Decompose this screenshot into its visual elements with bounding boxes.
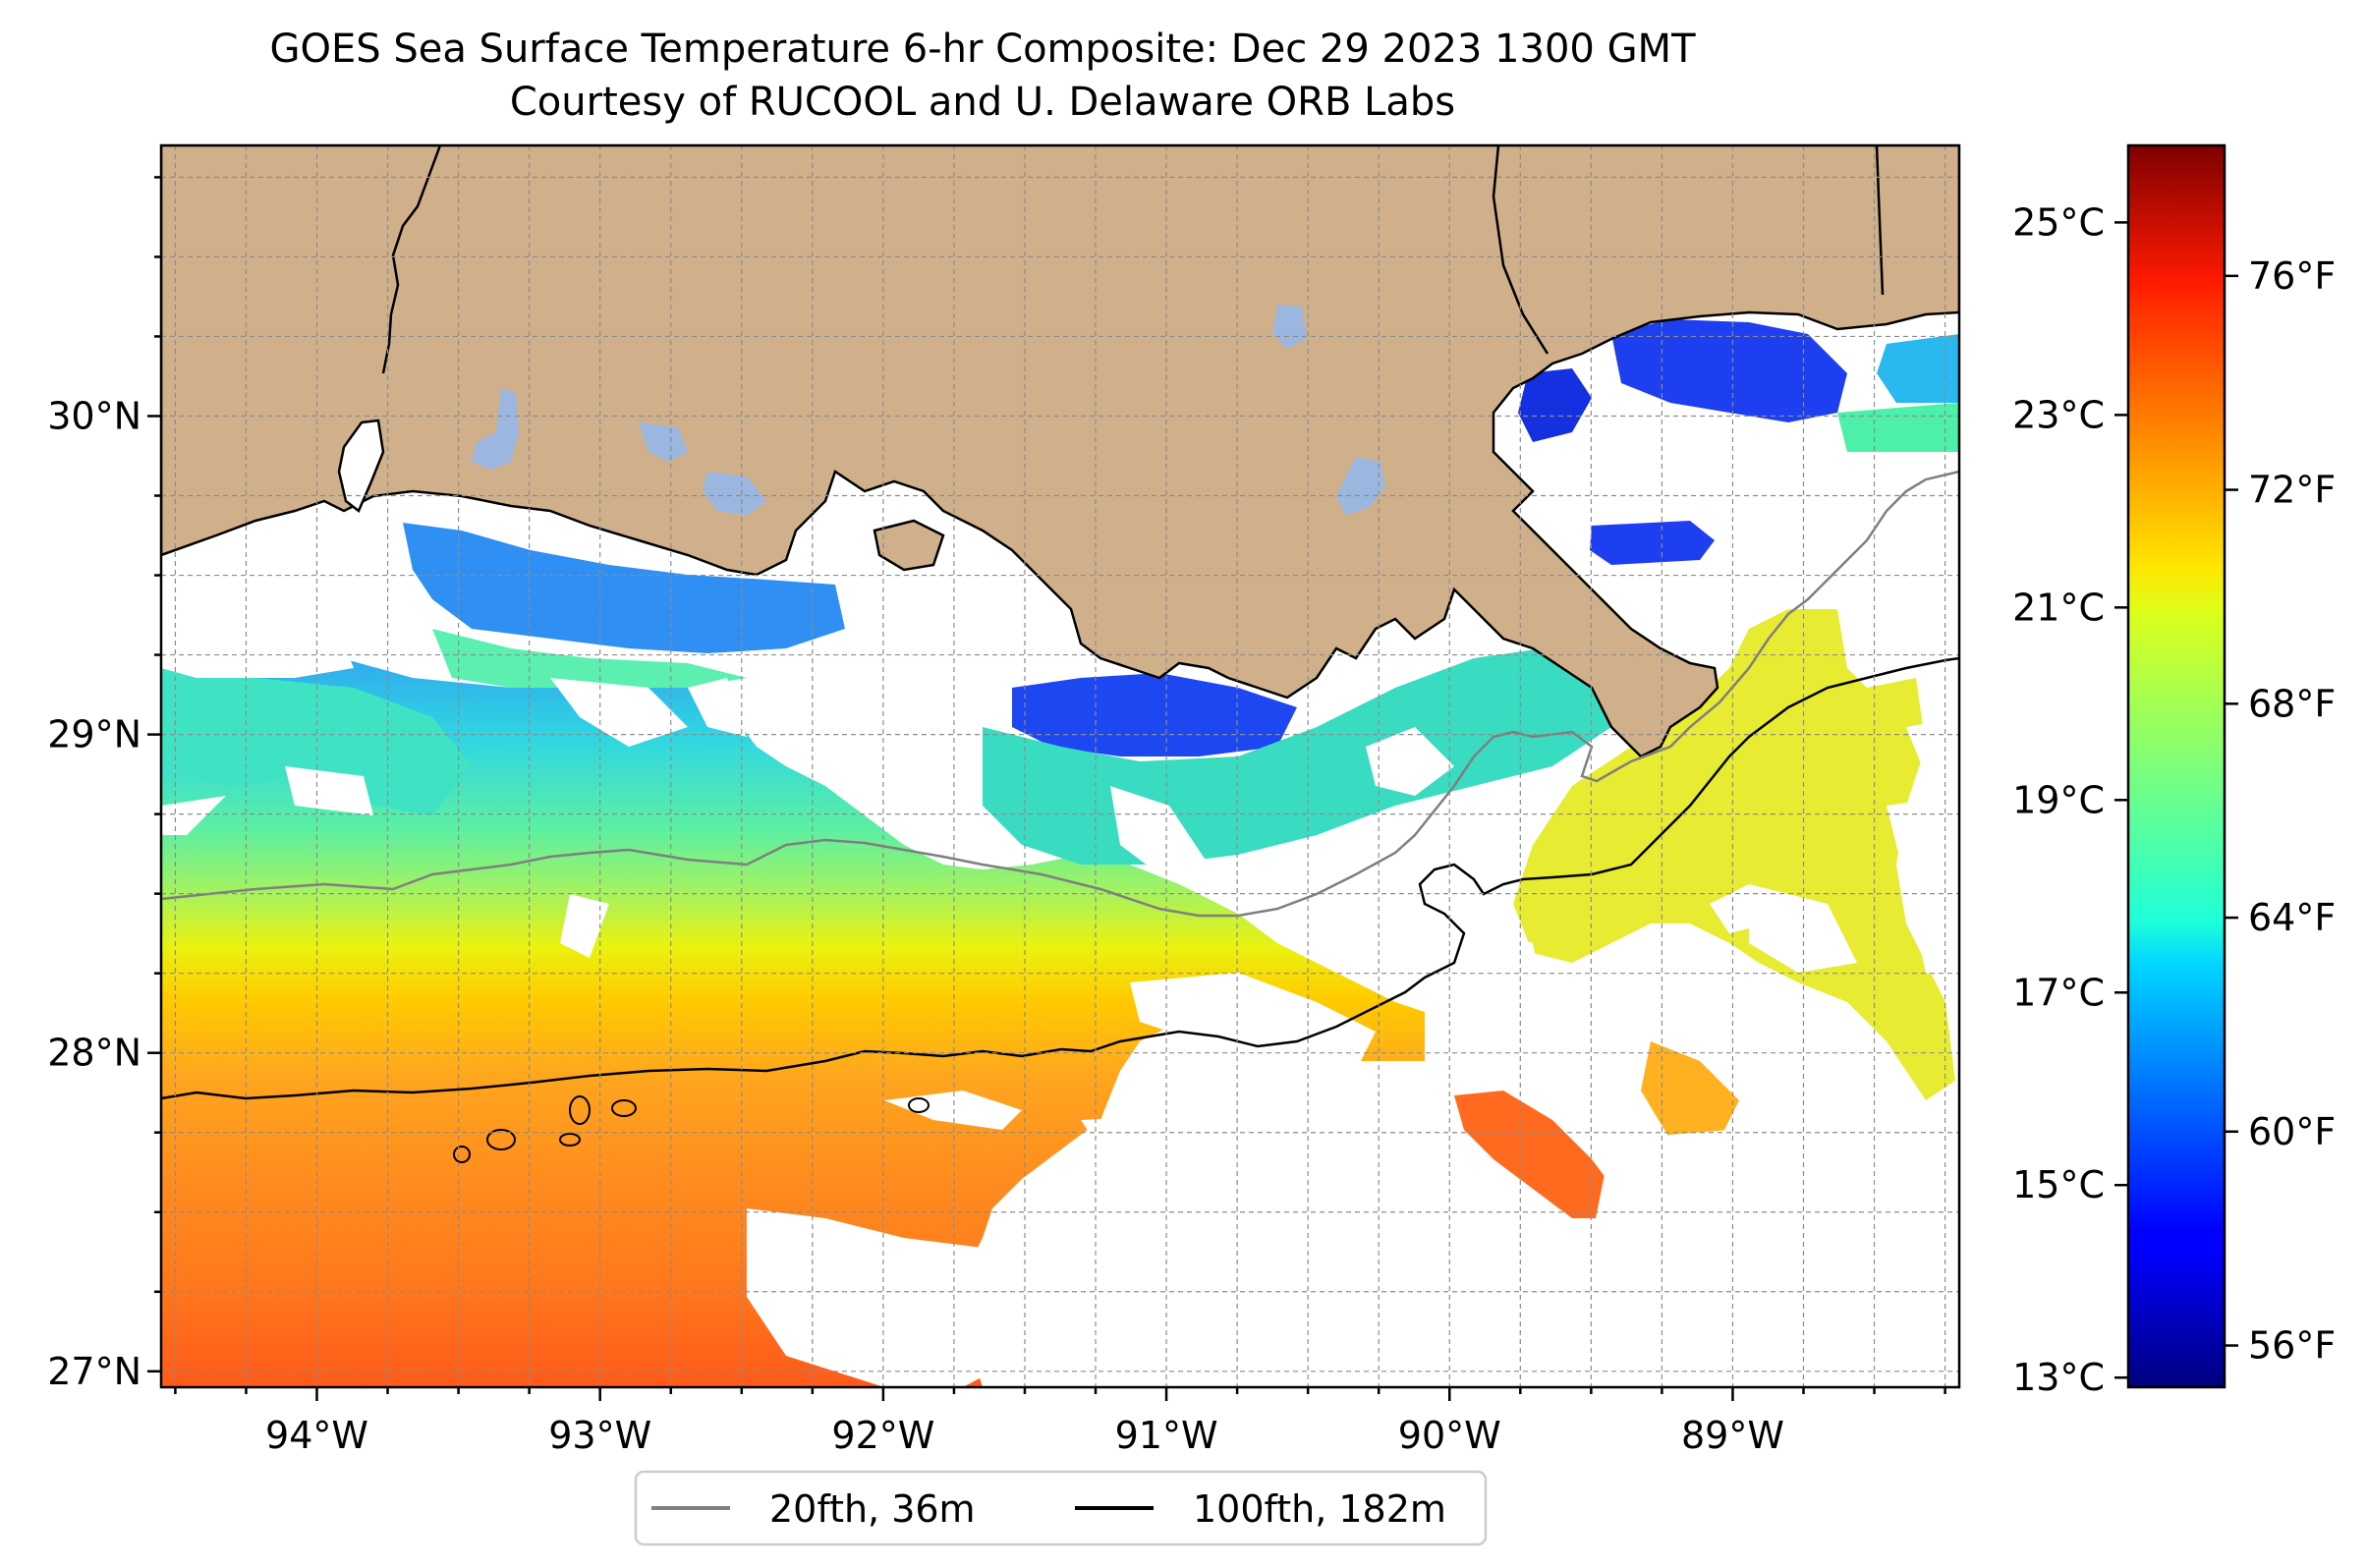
colorbar-label-f: 76°F	[2248, 254, 2336, 298]
gap-18	[1877, 462, 1959, 550]
gap-6	[560, 894, 609, 958]
gap-9	[285, 766, 373, 815]
gridlines	[161, 145, 1959, 1387]
bank-6	[908, 1097, 930, 1113]
x-tick-label: 89°W	[1681, 1414, 1784, 1457]
gap-3	[1081, 1110, 1493, 1387]
y-tick-label: 30°N	[47, 394, 141, 437]
isobath-20fth	[161, 470, 1959, 918]
x-tick-label: 94°W	[265, 1414, 368, 1457]
gap-2	[747, 1208, 1061, 1387]
map-area	[161, 145, 1959, 1387]
sst-offshore-warm	[161, 653, 1425, 1387]
colorbar-label-f: 64°F	[2248, 896, 2336, 939]
legend: 20fth, 36m 100fth, 182m	[634, 1470, 1488, 1546]
legend-box	[634, 1470, 1488, 1546]
gap-19	[1906, 717, 1959, 776]
lake-maurepas	[1272, 305, 1307, 349]
y-tick-label: 29°N	[47, 713, 141, 756]
colorbar-scale	[2126, 143, 2226, 1389]
x-tick-label: 92°W	[831, 1414, 934, 1457]
colorbar-label-f: 72°F	[2248, 469, 2336, 512]
gap-4	[1552, 1130, 1959, 1387]
map-title: GOES Sea Surface Temperature 6-hr Compos…	[269, 27, 1696, 72]
gap-5	[1474, 924, 1543, 992]
colorbar-label-f: 60°F	[2248, 1110, 2336, 1153]
y-tick-label: 28°N	[47, 1032, 141, 1075]
colorbar-label-c: 21°C	[2012, 586, 2105, 629]
x-tick-label: 93°W	[548, 1414, 651, 1457]
gap-1	[1130, 973, 1376, 1071]
gap-11	[550, 678, 688, 747]
gap-8	[161, 604, 354, 678]
colorbar: 13°C 15°C 17°C 19°C 21°C 23°C 25°C 56°F 60°F 64°F…	[2012, 143, 2336, 1399]
colorbar-ticks: 13°C 15°C 17°C 19°C 21°C 23°C 25°C 56°F 60°F 64°F…	[2012, 200, 2336, 1399]
state-boundary	[381, 145, 1885, 374]
gap-23	[884, 1091, 1022, 1130]
land-marsh-island	[873, 519, 945, 572]
sst-east-orange	[1641, 1041, 1739, 1140]
gap-10	[161, 796, 226, 835]
colorbar-label-f: 68°F	[2248, 682, 2336, 725]
sst-northeast-green	[1837, 403, 1959, 452]
gap-20	[1887, 796, 1959, 982]
map-frame	[159, 143, 1961, 1389]
sst-inshore-west	[403, 523, 845, 653]
colorbar-label-c: 13°C	[2012, 1356, 2105, 1399]
colorbar-label-c: 25°C	[2012, 200, 2105, 244]
grand-lake	[639, 422, 688, 462]
colorbar-label-c: 19°C	[2012, 778, 2105, 821]
bank-3	[611, 1099, 637, 1117]
legend-label-20fth: 20fth, 36m	[769, 1487, 976, 1531]
x-tick-label: 90°W	[1398, 1414, 1501, 1457]
sst-central-plume	[1012, 673, 1297, 756]
bank-2	[569, 1095, 591, 1125]
sst-northeast-blue	[1611, 319, 1847, 422]
bank-5	[559, 1133, 581, 1147]
banks-contours	[453, 1095, 930, 1163]
gap-22	[1356, 1061, 1435, 1100]
lake-salvador	[1336, 457, 1385, 516]
inland-water	[472, 305, 1385, 516]
bank-1	[486, 1129, 516, 1150]
gap-16	[1631, 432, 1769, 521]
isobath-100fth	[161, 656, 1959, 1100]
map-subtitle: Courtesy of RUCOOL and U. Delaware ORB L…	[509, 80, 1456, 125]
gap-21	[1710, 884, 1769, 933]
sst-chandeleur-sound	[1590, 521, 1715, 565]
sst-lake-borgne	[1518, 368, 1592, 442]
colorbar-label-f: 56°F	[2248, 1324, 2336, 1368]
legend-label-100fth: 100fth, 182m	[1193, 1487, 1446, 1531]
colorbar-label-c: 23°C	[2012, 393, 2105, 436]
colorbar-label-c: 15°C	[2012, 1163, 2105, 1206]
calcasieu-lake	[472, 388, 519, 470]
gap-14	[1366, 727, 1454, 796]
sabine-lake	[337, 419, 385, 513]
gap-12	[688, 678, 747, 737]
y-tick-label: 27°N	[47, 1350, 141, 1393]
sst-northeast-teal	[1877, 334, 1959, 403]
map-axis-ticks: 94°W 93°W 92°W 91°W 90°W 89°W 30°N 29°N 28°N 27°N	[47, 176, 1946, 1457]
white-lake	[703, 472, 766, 516]
sst-east-yellow	[1513, 609, 1955, 1100]
colorbar-label-c: 17°C	[2012, 971, 2105, 1014]
gap-13	[1110, 786, 1209, 874]
x-tick-label: 91°W	[1115, 1414, 1218, 1457]
land-mass	[161, 145, 1959, 758]
sst-inshore-west-green	[432, 629, 747, 688]
bank-4	[453, 1146, 471, 1163]
sst-warm-eddy	[1454, 1091, 1621, 1218]
